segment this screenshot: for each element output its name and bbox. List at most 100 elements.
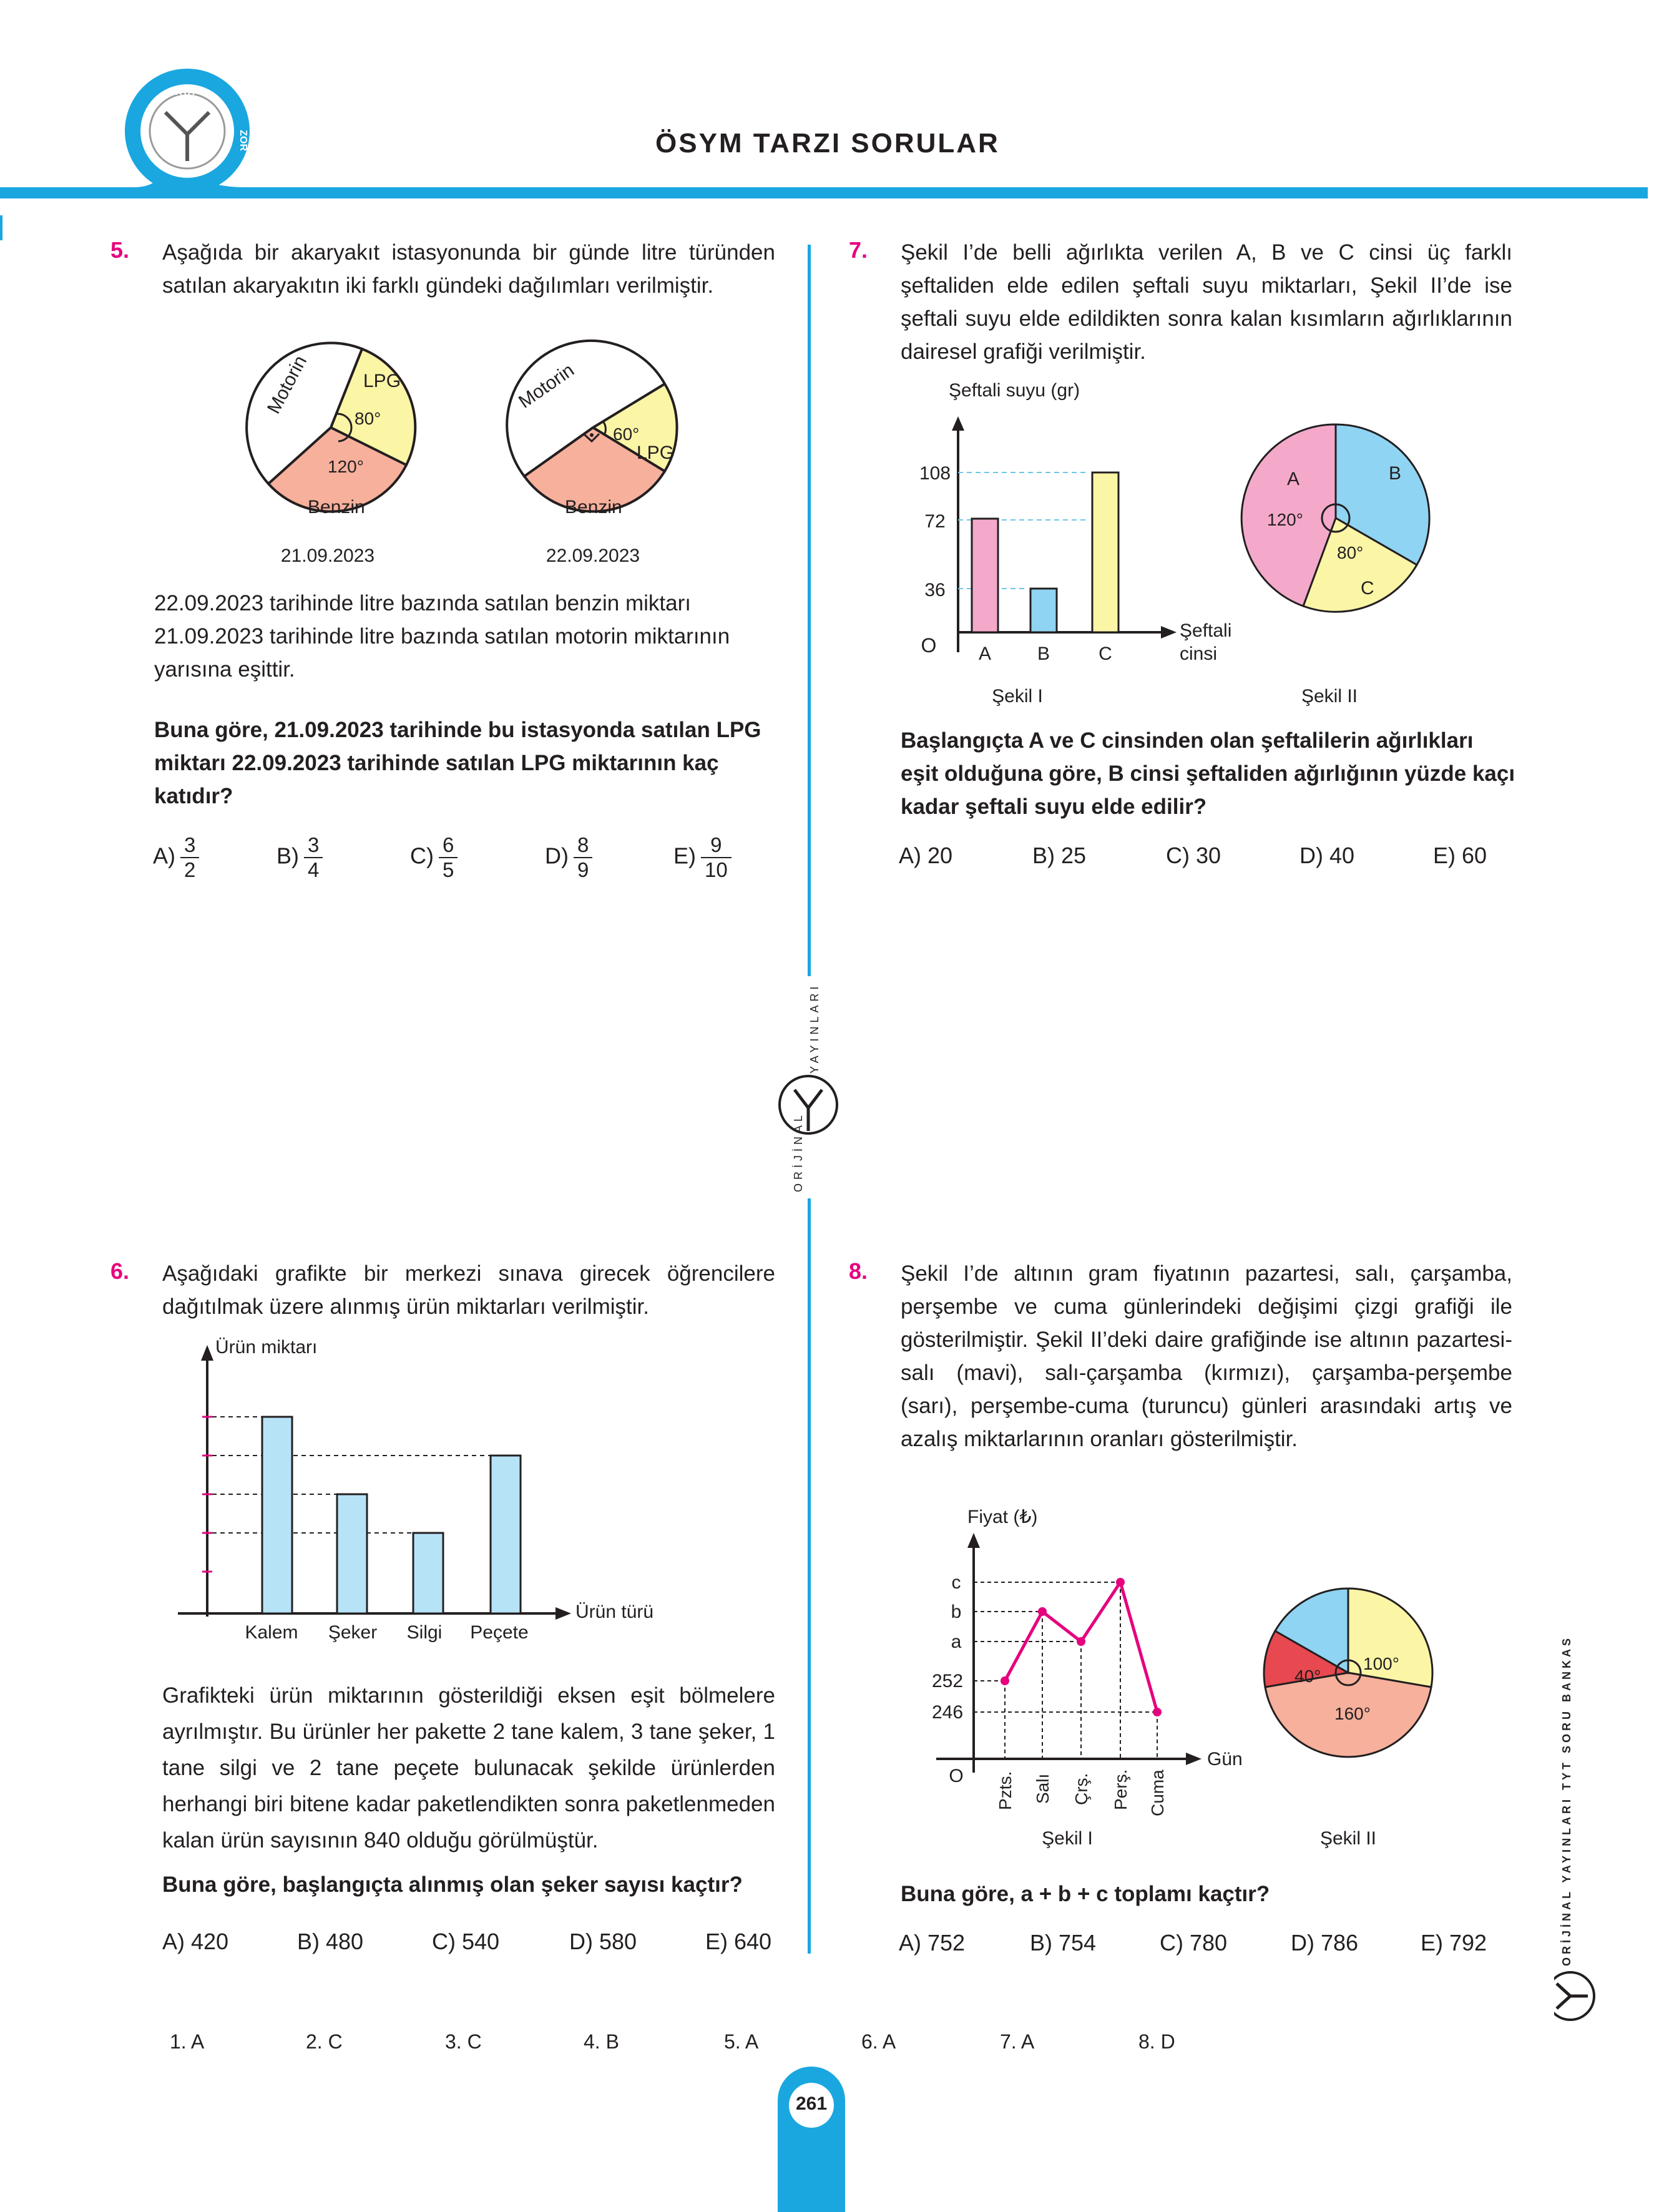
q5-pie2-benzin-slice: [522, 426, 667, 513]
q8-ytick: b: [951, 1602, 962, 1622]
q8-option-e[interactable]: E) 792: [1421, 1930, 1487, 1955]
q8-xtick: Pzts.: [996, 1771, 1015, 1810]
q5-option-b[interactable]: B) 3 4: [276, 833, 323, 882]
q7-bar-a: [971, 517, 999, 634]
q6-option-e[interactable]: E) 640: [705, 1929, 772, 1954]
column-divider-top: [808, 245, 811, 976]
q8-xtick: Salı: [1033, 1774, 1052, 1804]
question-5-body: 22.09.2023 tarihinde litre bazında satıl…: [154, 591, 730, 682]
q7-option-b[interactable]: B) 25: [1032, 843, 1087, 868]
q8-xtick: Perş.: [1111, 1769, 1130, 1810]
q5-pie-charts: Motorin LPG 80° 120° Benzin 21.09.2023 M…: [245, 339, 678, 566]
q7-ytick: 36: [924, 580, 945, 600]
logo-right-text: YAYINLARI: [808, 986, 821, 1074]
q6-xtick: Kalem: [245, 1622, 298, 1643]
q6-bar-seker: [336, 1493, 368, 1615]
q7-bar-b: [1029, 587, 1058, 634]
question-5-question: Buna göre, 21.09.2023 tarihinde bu istas…: [154, 718, 761, 808]
q8-option-d[interactable]: D) 786: [1291, 1930, 1359, 1955]
page-number: 261: [795, 2093, 828, 2114]
q8-point: [1038, 1607, 1047, 1616]
q5-options: A) 3 2 B) 3 4 C) 6 5 D) 8 9 E) 9 10: [153, 833, 777, 896]
q8-point: [1077, 1637, 1085, 1646]
q7-bar-chart: Şeftali suyu (gr) 108 72 36 O A B C Şeft…: [919, 380, 1231, 707]
badge-right-text: ZOR: [238, 130, 248, 151]
question-7-intro: Şekil I’de belli ağırlıkta verilen A, B …: [901, 240, 1512, 364]
q8-ytick: 252: [932, 1671, 963, 1691]
q6-xtick: Şeker: [328, 1622, 377, 1643]
q7-pie-label-c: C: [1361, 578, 1374, 599]
q6-xtick: Peçete: [470, 1622, 528, 1643]
q7-xlabel: Şeftali: [1180, 620, 1231, 641]
q7-xlabel: cinsi: [1180, 644, 1217, 664]
q8-ytick: 246: [932, 1702, 963, 1723]
q7-option-d[interactable]: D) 40: [1299, 843, 1355, 868]
q6-option-b[interactable]: B) 480: [297, 1929, 364, 1954]
answer-item: 2. C: [306, 2030, 343, 2053]
q8-options: A) 752 B) 754 C) 780 D) 786 E) 792: [899, 1930, 1523, 1961]
q5-pie-1: Motorin LPG 80° 120° Benzin 21.09.2023: [245, 341, 417, 566]
q6-ylabel: Ürün miktarı: [215, 1337, 317, 1358]
q6-bar-chart: Ürün miktarı Kalem Şeker Silgi Peçete Ür…: [178, 1337, 653, 1643]
q8-option-a[interactable]: A) 752: [899, 1930, 966, 1955]
question-8-intro: Şekil I’de altının gram fiyatının pazart…: [901, 1261, 1512, 1451]
q7-pie-b: [1334, 423, 1431, 567]
answer-item: 7. A: [1000, 2030, 1035, 2053]
answer-item: 5. A: [724, 2030, 759, 2053]
q8-xlabel: Gün: [1207, 1749, 1243, 1769]
question-6-intro: Aşağıdaki grafikte bir merkezi sınava gi…: [162, 1261, 775, 1319]
q7-fig2-caption: Şekil II: [1301, 686, 1358, 707]
q5-option-d[interactable]: D) 8 9: [545, 833, 593, 882]
logo-icon: [164, 110, 211, 161]
q8-charts: Fiyat (₺) Gün O c b a 252 246 Pzts.: [932, 1507, 1434, 1849]
q8-xtick: Cuma: [1148, 1769, 1167, 1816]
answer-item: 1. A: [170, 2030, 205, 2053]
q5-pie1-angle-benzin: 120°: [328, 457, 364, 476]
q7-option-e[interactable]: E) 60: [1433, 843, 1487, 868]
q7-option-c[interactable]: C) 30: [1166, 843, 1221, 868]
q7-option-a[interactable]: A) 20: [899, 843, 953, 868]
q8-point: [1116, 1578, 1125, 1587]
q8-fig1-caption: Şekil I: [1042, 1828, 1093, 1849]
q8-ylabel: Fiyat (₺): [967, 1507, 1037, 1527]
q6-option-c[interactable]: C) 540: [432, 1929, 500, 1954]
question-6-body: Grafikteki ürün miktarının gösterildiği …: [162, 1683, 775, 1852]
q8-pie-chart: 40° 100° 160° Şekil II: [1263, 1587, 1434, 1849]
question-6-question: Buna göre, başlangıçta alınmış olan şeke…: [162, 1872, 743, 1897]
question-5-intro: Aşağıda bir akaryakıt istasyonunda bir g…: [162, 240, 775, 298]
q7-pie-chart: A B C 120° 80° Şekil II: [1240, 423, 1431, 707]
question-7-question: Başlangıçta A ve C cinsinden olan şeftal…: [901, 728, 1515, 819]
q7-pie-label-a: A: [1287, 469, 1299, 489]
q8-option-c[interactable]: C) 780: [1160, 1930, 1228, 1955]
q8-option-b[interactable]: B) 754: [1030, 1930, 1097, 1955]
question-8-number: 8.: [849, 1258, 868, 1284]
question-6-number: 6.: [110, 1258, 130, 1284]
q6-xlabel: Ürün türü: [575, 1602, 653, 1622]
q6-bar-pecete: [489, 1454, 522, 1615]
q8-line-chart: Fiyat (₺) Gün O c b a 252 246 Pzts.: [932, 1507, 1243, 1849]
q5-option-e[interactable]: E) 9 10: [673, 833, 732, 882]
q5-pie-2: Motorin 60° LPG Benzin 22.09.2023: [506, 339, 678, 566]
page-title: ÖSYM TARZI SORULAR: [655, 128, 1000, 159]
badge-top-text: ORTA: [167, 87, 195, 97]
q5-option-a[interactable]: A) 3 2: [153, 833, 200, 882]
q5-pie1-lpg-label: LPG: [363, 371, 401, 391]
q5-pie1-angle-lpg: 80°: [355, 409, 381, 428]
q5-pie2-lpg-slice: [590, 382, 678, 473]
q6-option-d[interactable]: D) 580: [569, 1929, 637, 1954]
question-8-question: Buna göre, a + b + c toplamı kaçtır?: [901, 1882, 1270, 1906]
q5-pie2-motorin-slice: [506, 339, 667, 478]
q6-xtick: Silgi: [407, 1622, 443, 1643]
logo-icon: [793, 1089, 823, 1131]
q5-pie2-date: 22.09.2023: [546, 546, 640, 566]
q5-option-c[interactable]: C) 6 5: [410, 833, 458, 882]
q8-point: [1153, 1708, 1162, 1716]
q7-pie-angle-c: 80°: [1337, 543, 1363, 562]
q7-fig1-caption: Şekil I: [992, 686, 1043, 707]
q6-option-a[interactable]: A) 420: [162, 1929, 229, 1954]
answer-item: 6. A: [861, 2030, 896, 2053]
q5-pie1-lpg-slice: [329, 347, 417, 467]
q7-pie-c: [1302, 516, 1419, 613]
question-5-number: 5.: [110, 237, 130, 263]
center-logo: ORİJİNAL YAYINLARI: [778, 986, 838, 1192]
